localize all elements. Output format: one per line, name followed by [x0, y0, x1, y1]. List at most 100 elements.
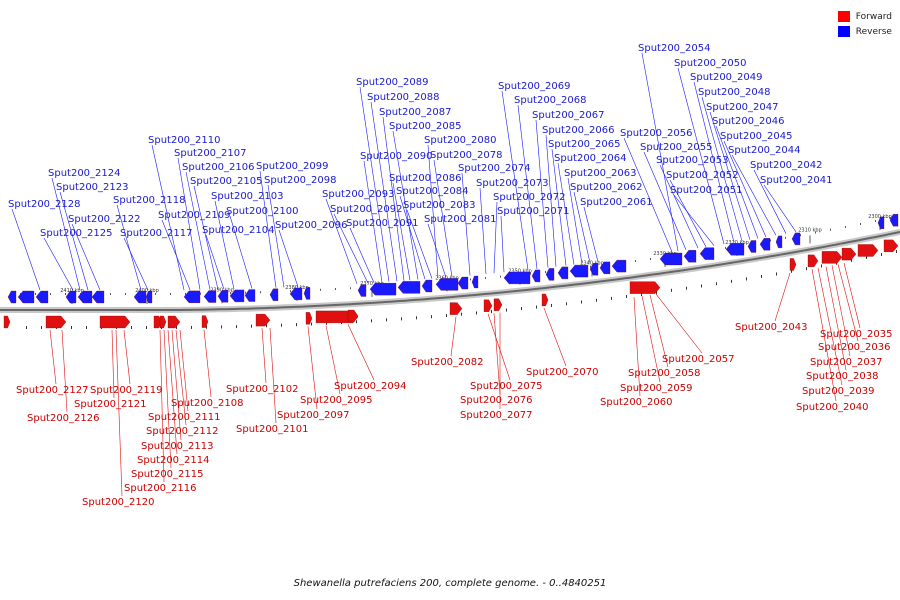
label-connector [115, 329, 123, 497]
minor-tick [125, 293, 126, 295]
label-connector [573, 191, 591, 263]
label-connector [551, 148, 567, 266]
gene-arrow [45, 315, 67, 329]
minor-tick [596, 298, 597, 302]
gene-arrow [17, 290, 35, 304]
label-connector [159, 329, 165, 483]
label-connector [450, 316, 457, 357]
minor-tick [671, 288, 672, 292]
minor-tick [521, 307, 522, 311]
minor-tick [791, 269, 792, 273]
minor-tick [821, 264, 822, 268]
gene-label-reverse: Sput200_2093 [322, 189, 395, 200]
label-connector [843, 263, 861, 329]
gene-label-reverse: Sput200_2051 [670, 185, 743, 196]
gene-arrow [789, 258, 797, 271]
label-connector [479, 187, 487, 274]
gene-label-reverse: Sput200_2104 [202, 225, 275, 236]
label-connector [545, 134, 557, 267]
gene-label-reverse: Sput200_2047 [706, 102, 779, 113]
label-connector [49, 329, 57, 385]
minor-tick [536, 305, 537, 309]
label-connector [500, 215, 505, 273]
gene-label-reverse: Sput200_2099 [256, 161, 329, 172]
gene-arrow [203, 290, 217, 303]
label-connector [261, 328, 267, 384]
gene-label-forward: Sput200_2077 [460, 410, 533, 421]
minor-tick [41, 326, 42, 329]
tick-label: 2300 kbp [868, 214, 892, 220]
label-connector [461, 172, 471, 276]
legend-swatch-reverse [837, 26, 850, 37]
label-connector [693, 81, 735, 243]
gene-label-forward: Sput200_2121 [74, 399, 147, 410]
gene-label-forward: Sput200_2120 [82, 497, 155, 508]
minor-tick [650, 257, 651, 260]
gene-label-forward: Sput200_2097 [277, 410, 350, 421]
label-connector [543, 307, 567, 367]
gene-label-reverse: Sput200_2087 [379, 107, 452, 118]
gene-label-reverse: Sput200_2105 [190, 176, 263, 187]
minor-tick [491, 310, 492, 314]
gene-label-reverse: Sput200_2071 [497, 206, 570, 217]
gene-label-reverse: Sput200_2100 [226, 206, 299, 217]
gene-label-forward: Sput200_2113 [141, 441, 214, 452]
label-connector [641, 52, 679, 252]
gene-label-reverse: Sput200_2103 [211, 191, 284, 202]
gene-arrow [357, 284, 367, 297]
gene-arrow [91, 290, 105, 304]
minor-tick [110, 293, 111, 295]
gene-arrow [747, 240, 757, 253]
gene-label-forward: Sput200_2037 [810, 357, 883, 368]
minor-tick [236, 325, 237, 329]
gene-arrow [599, 261, 611, 275]
label-connector [370, 101, 398, 282]
minor-tick [146, 326, 147, 329]
minor-tick [761, 274, 762, 278]
gene-arrow [145, 290, 153, 304]
minor-tick [251, 324, 252, 328]
gene-label-reverse: Sput200_2061 [580, 197, 653, 208]
minor-tick [401, 317, 402, 321]
gene-arrow [3, 315, 11, 329]
minor-tick [725, 246, 726, 249]
label-connector [151, 144, 185, 291]
label-connector [43, 237, 74, 291]
gene-arrow [611, 259, 627, 273]
backbone-line [0, 231, 900, 311]
minor-tick [431, 315, 432, 319]
gene-label-forward: Sput200_2101 [236, 424, 309, 435]
gene-label-forward: Sput200_2102 [226, 384, 299, 395]
minor-tick [350, 287, 351, 290]
minor-tick [131, 326, 132, 329]
label-connector [175, 329, 187, 426]
label-connector [825, 266, 847, 371]
gene-label-reverse: Sput200_2045 [720, 131, 793, 142]
label-connector [753, 169, 787, 234]
gene-label-forward: Sput200_2095 [300, 395, 373, 406]
gene-label-reverse: Sput200_2041 [760, 175, 833, 186]
label-connector [709, 111, 751, 240]
minor-tick [221, 325, 222, 329]
minor-tick [230, 292, 231, 295]
minor-tick [626, 294, 627, 298]
tick-label: 2350 kbp [508, 269, 532, 275]
gene-label-forward: Sput200_2112 [146, 426, 219, 437]
gene-label-reverse: Sput200_2056 [620, 128, 693, 139]
gene-label-reverse: Sput200_2046 [712, 116, 785, 127]
minor-tick [611, 296, 612, 300]
gene-label-forward: Sput200_2070 [526, 367, 599, 378]
gene-label-reverse: Sput200_2098 [264, 175, 337, 186]
gene-label-reverse: Sput200_2069 [498, 81, 571, 92]
gene-arrow [397, 281, 421, 294]
minor-tick [416, 316, 417, 320]
label-connector [535, 119, 549, 268]
label-connector [399, 195, 426, 280]
label-connector [359, 86, 390, 282]
minor-tick [881, 253, 882, 257]
minor-tick [866, 256, 867, 260]
label-connector [171, 329, 182, 441]
gene-arrow [683, 250, 697, 263]
gene-label-reverse: Sput200_2074 [458, 163, 531, 174]
minor-tick [830, 228, 831, 231]
